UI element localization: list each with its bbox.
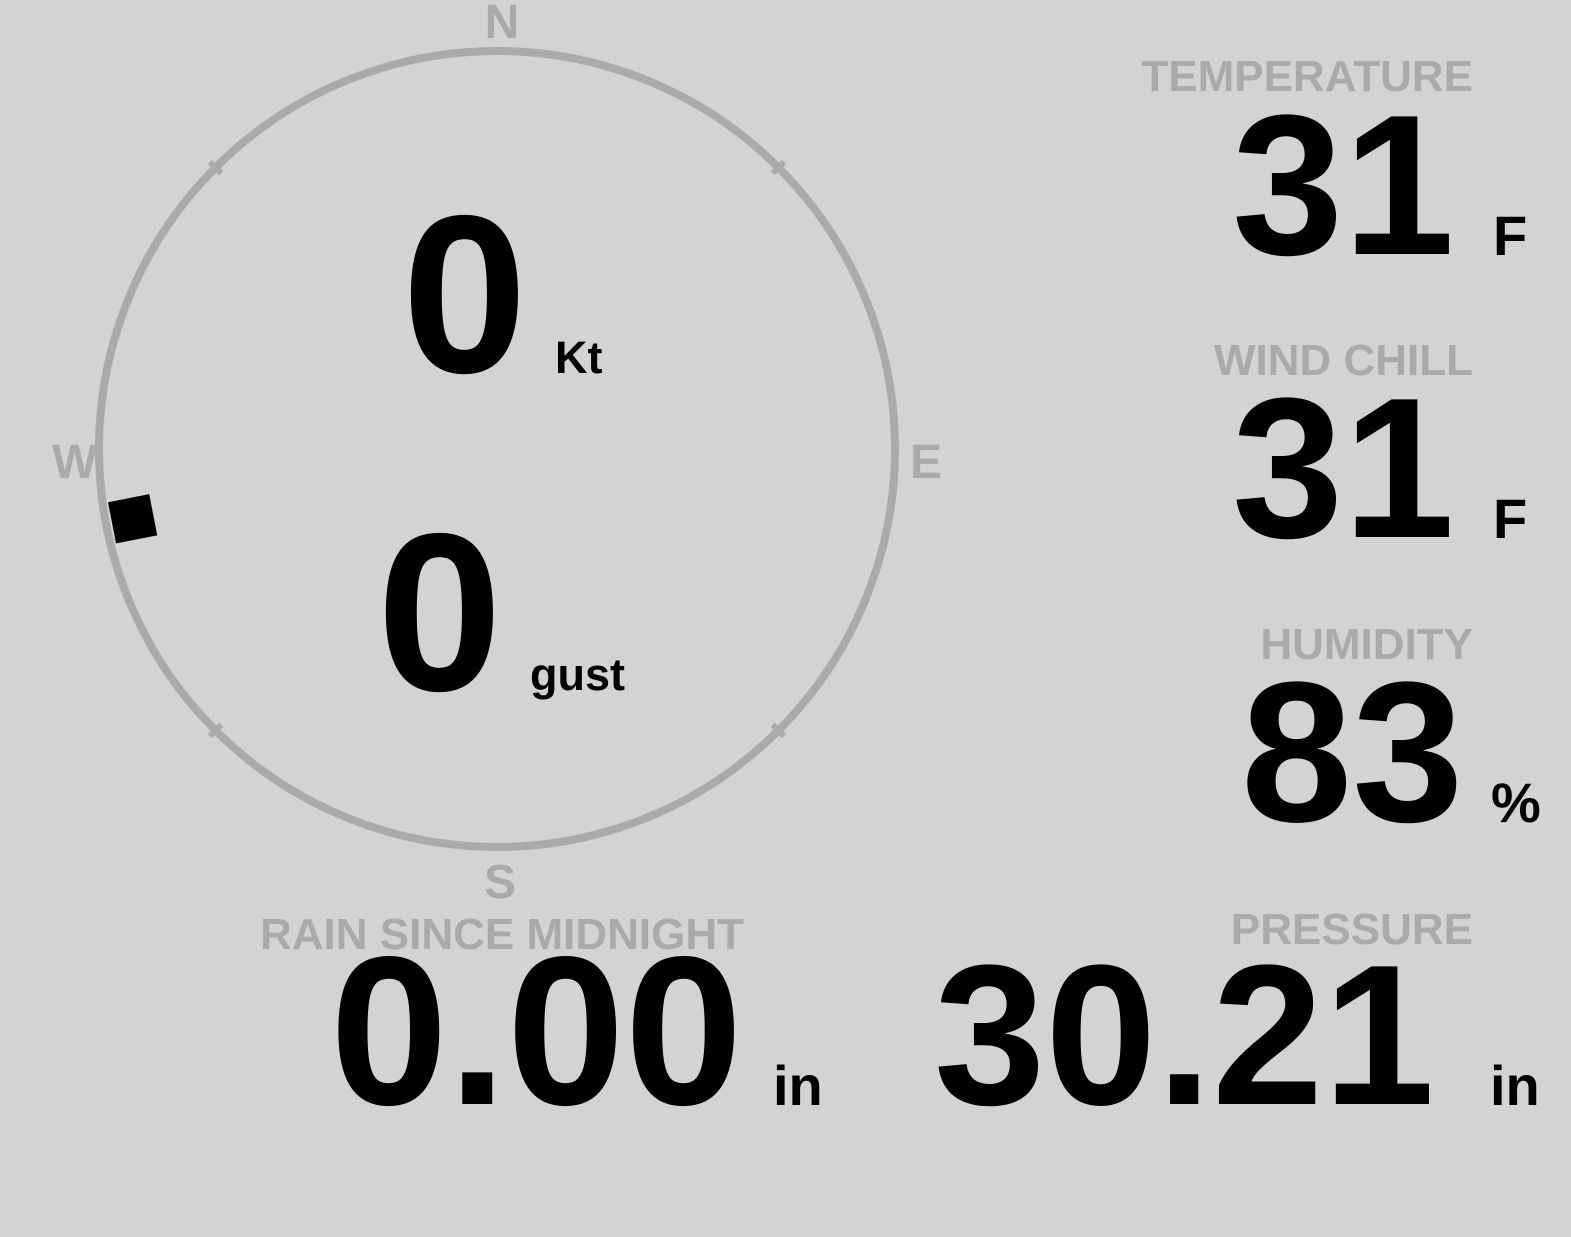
- wind-gust-value: 0: [377, 486, 503, 738]
- wind-chill-unit: F: [1493, 487, 1528, 550]
- compass-west-label: W: [52, 436, 98, 489]
- pressure-value: 30.21: [934, 924, 1435, 1147]
- compass-east-label: E: [910, 436, 943, 489]
- wind-direction-marker-icon: [108, 494, 158, 544]
- compass-tick: [770, 722, 787, 739]
- temperature-value: 31: [1232, 74, 1455, 297]
- wind-speed-unit: Kt: [555, 332, 603, 383]
- temperature-label: TEMPERATURE: [1141, 52, 1473, 101]
- compass-south-label: S: [483, 856, 517, 909]
- humidity-value: 83: [1241, 641, 1464, 864]
- temperature-unit: F: [1493, 204, 1528, 267]
- compass-tick: [207, 722, 224, 739]
- compass-tick: [207, 159, 224, 176]
- wind-gust-unit: gust: [530, 649, 625, 700]
- rain-value: 0.00: [330, 912, 743, 1149]
- pressure-unit: in: [1490, 1054, 1540, 1117]
- compass-tick: [770, 159, 787, 176]
- wind-chill-label: WIND CHILL: [1213, 336, 1473, 385]
- wind-speed-value: 0: [402, 168, 528, 420]
- compass-north-label: N: [484, 0, 520, 49]
- rain-unit: in: [773, 1054, 823, 1117]
- compass-ring: [95, 47, 899, 851]
- humidity-label: HUMIDITY: [1260, 620, 1473, 669]
- wind-chill-value: 31: [1232, 357, 1455, 580]
- rain-label: RAIN SINCE MIDNIGHT: [260, 910, 744, 959]
- humidity-unit: %: [1491, 771, 1541, 834]
- pressure-label: PRESSURE: [1230, 905, 1473, 954]
